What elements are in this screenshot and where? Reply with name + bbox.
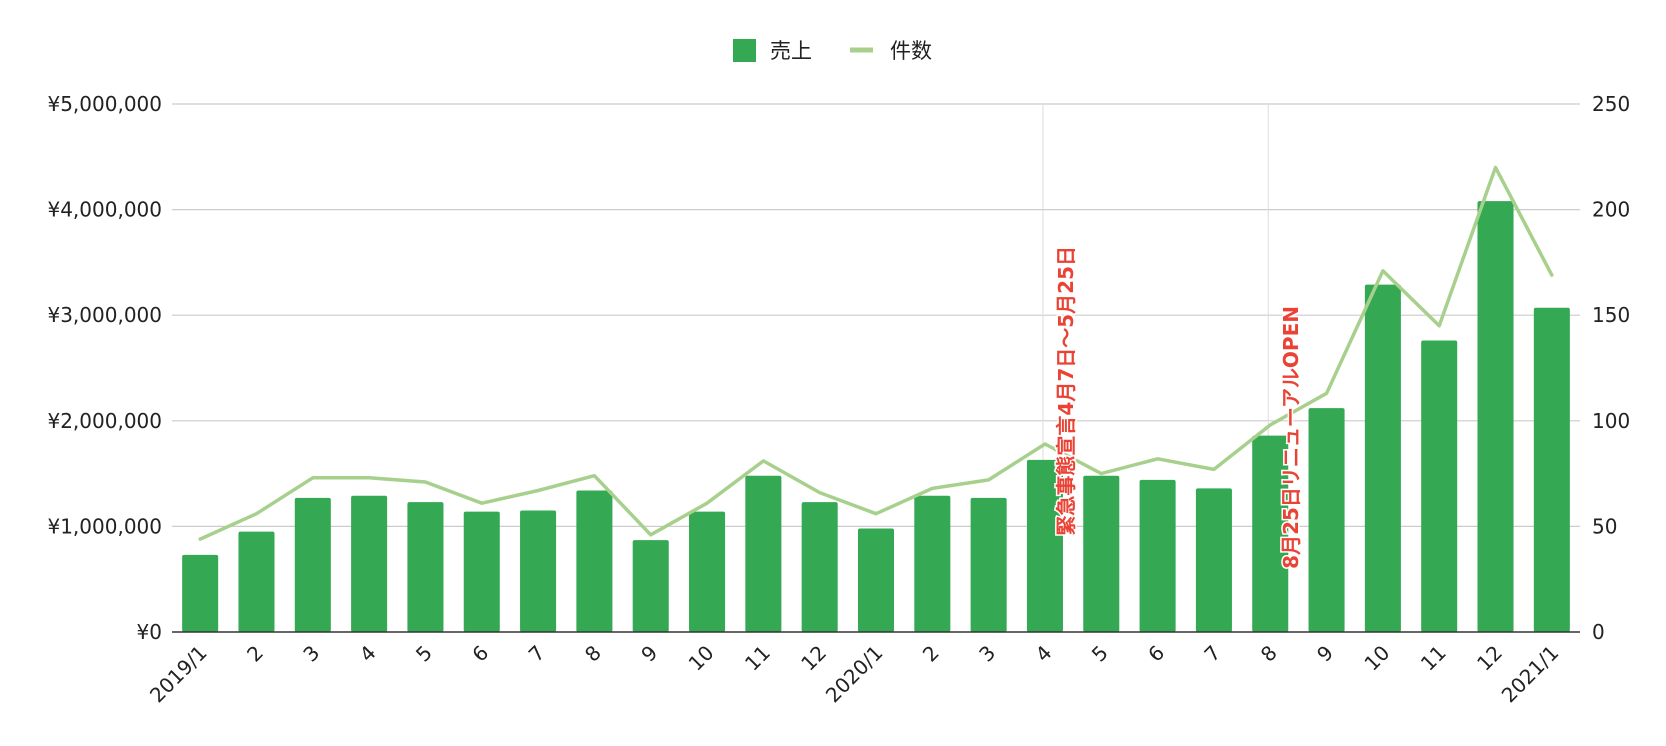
x-tick-label: 10 xyxy=(1359,641,1394,676)
x-tick-label: 2 xyxy=(242,641,268,667)
bar xyxy=(857,528,895,632)
legend-swatch-sales xyxy=(733,39,756,62)
x-tick-label: 3 xyxy=(974,641,1000,667)
bar xyxy=(182,554,219,632)
y-right-tick-label: 250 xyxy=(1592,92,1630,116)
x-tick-label: 8 xyxy=(1256,641,1282,667)
annotation-label: 緊急事態宣言4月7日〜5月25日 xyxy=(1054,246,1078,536)
bar xyxy=(801,502,838,632)
bar xyxy=(1139,479,1176,632)
bar xyxy=(914,495,951,632)
bar xyxy=(576,490,613,632)
legend: 売上 件数 xyxy=(733,39,932,63)
bar xyxy=(407,502,444,632)
x-tick-label: 2021/1 xyxy=(1497,641,1564,708)
bar xyxy=(970,497,1007,632)
bar xyxy=(1026,459,1063,632)
x-tick-label: 9 xyxy=(1312,641,1338,667)
x-tick-label: 5 xyxy=(1087,641,1113,667)
y-left-tick-label: ¥0 xyxy=(137,620,162,644)
bar xyxy=(520,510,557,632)
bar xyxy=(294,497,331,632)
y-left-tick-label: ¥3,000,000 xyxy=(47,303,162,327)
bar xyxy=(463,511,500,632)
legend-label-sales: 売上 xyxy=(770,39,812,63)
bar xyxy=(1364,284,1401,632)
bar xyxy=(632,540,669,632)
x-tick-label: 2019/1 xyxy=(145,641,212,708)
x-tick-label: 6 xyxy=(467,641,493,667)
x-tick-label: 4 xyxy=(355,641,381,667)
series-line xyxy=(198,165,1554,541)
y-right-tick-label: 200 xyxy=(1592,198,1630,222)
bar xyxy=(1083,475,1120,632)
y-left-tick-label: ¥2,000,000 xyxy=(47,409,162,433)
bar xyxy=(1533,307,1570,632)
x-tick-label: 9 xyxy=(636,641,662,667)
y-left-tick-label: ¥1,000,000 xyxy=(47,514,162,538)
x-tick-label: 2 xyxy=(918,641,944,667)
x-tick-label: 7 xyxy=(1199,641,1225,667)
bar xyxy=(1421,340,1458,632)
x-tick-label: 11 xyxy=(1416,641,1451,676)
x-tick-label: 5 xyxy=(411,641,437,667)
y-right-tick-label: 100 xyxy=(1592,409,1630,433)
bar xyxy=(1308,408,1345,632)
x-tick-label: 12 xyxy=(1472,641,1507,676)
x-tick-label: 12 xyxy=(796,641,831,676)
annotation-labels: 緊急事態宣言4月7日〜5月25日 8月25日リニューアルOPEN xyxy=(1052,245,1304,571)
bar-series-sales xyxy=(182,201,1570,633)
annotation-label: 8月25日リニューアルOPEN xyxy=(1279,306,1303,569)
y-left-tick-label: ¥4,000,000 xyxy=(47,198,162,222)
legend-label-count: 件数 xyxy=(890,39,932,63)
x-tick-label: 7 xyxy=(524,641,550,667)
bar xyxy=(238,531,275,632)
x-tick-label: 6 xyxy=(1143,641,1169,667)
bar xyxy=(1477,201,1514,633)
y-right-tick-label: 50 xyxy=(1592,514,1617,538)
x-tick-label: 8 xyxy=(580,641,606,667)
x-tick-label: 4 xyxy=(1031,641,1057,667)
y-left-tick-label: ¥5,000,000 xyxy=(47,92,162,116)
gridlines xyxy=(172,103,1580,528)
line-series-count xyxy=(198,165,1554,541)
bar xyxy=(745,475,782,632)
y-right-tick-label: 150 xyxy=(1592,303,1630,327)
x-tick-label: 11 xyxy=(740,641,775,676)
x-tick-label: 2020/1 xyxy=(821,641,888,708)
bar xyxy=(1195,488,1232,632)
bar xyxy=(1252,435,1289,632)
x-tick-label: 3 xyxy=(298,641,324,667)
x-tick-label: 10 xyxy=(684,641,719,676)
y-right-tick-label: 0 xyxy=(1592,620,1605,644)
bar xyxy=(351,495,388,632)
bar xyxy=(689,511,726,632)
